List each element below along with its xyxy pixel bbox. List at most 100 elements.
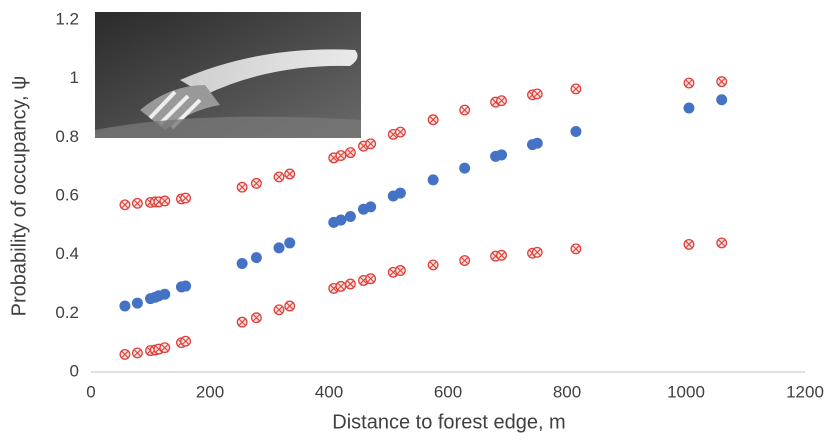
cross — [161, 344, 169, 352]
data-point — [236, 181, 248, 193]
data-point — [394, 187, 406, 199]
data-point — [335, 280, 347, 292]
camera-trap-photo — [95, 12, 361, 138]
dot — [284, 237, 296, 249]
data-point — [496, 249, 508, 261]
dot — [180, 280, 192, 292]
data-point — [394, 126, 406, 138]
cross — [121, 201, 129, 209]
data-point — [496, 95, 508, 107]
cross — [497, 251, 506, 259]
data-point — [284, 300, 296, 312]
cross — [252, 179, 260, 187]
data-point — [394, 265, 406, 276]
dot — [159, 288, 171, 300]
data-point — [459, 162, 471, 174]
dot — [427, 174, 439, 186]
y-tick-label: 0.8 — [55, 127, 79, 146]
cross — [286, 302, 294, 310]
cross — [346, 280, 355, 288]
data-point — [273, 242, 285, 254]
data-point — [180, 335, 192, 347]
x-tick-label: 400 — [315, 382, 343, 401]
data-point — [284, 237, 296, 249]
x-axis-title: Distance to forest edge, m — [332, 411, 565, 433]
data-point — [335, 150, 347, 161]
data-point — [683, 102, 695, 114]
y-tick-label: 0.6 — [55, 185, 79, 204]
data-point — [284, 168, 296, 180]
cross — [275, 306, 283, 314]
cross — [133, 199, 141, 207]
cross — [238, 318, 246, 326]
cross — [396, 128, 404, 136]
data-point — [365, 201, 377, 213]
data-point — [531, 246, 543, 258]
dot — [459, 162, 471, 174]
dot — [273, 242, 285, 254]
cross — [685, 240, 693, 248]
cross — [346, 148, 355, 157]
cross — [121, 350, 129, 358]
data-point — [236, 316, 248, 328]
cross — [367, 275, 375, 283]
cross — [286, 170, 294, 178]
data-point — [236, 257, 248, 269]
data-point — [119, 300, 131, 312]
data-point — [427, 114, 439, 126]
data-point — [159, 288, 171, 300]
x-tick-label: 0 — [86, 382, 95, 401]
data-point — [531, 88, 543, 100]
dot — [236, 257, 248, 269]
cross — [161, 197, 169, 205]
x-tick-label: 600 — [434, 382, 462, 401]
data-point — [131, 347, 143, 359]
dot — [131, 297, 143, 309]
dot — [250, 252, 262, 264]
data-point — [570, 243, 582, 255]
data-point — [496, 149, 508, 161]
data-point — [131, 197, 143, 209]
data-point — [250, 312, 262, 324]
data-point — [683, 238, 695, 250]
data-point — [427, 259, 439, 271]
data-point — [250, 177, 262, 189]
data-point — [683, 77, 695, 89]
cross — [497, 97, 506, 105]
dot — [716, 94, 728, 106]
cross — [685, 79, 693, 87]
data-point — [459, 104, 471, 116]
data-point — [273, 304, 285, 316]
cross — [461, 106, 469, 114]
cross — [429, 116, 437, 124]
x-tick-label: 200 — [196, 382, 224, 401]
dot — [570, 125, 582, 137]
cross — [367, 140, 375, 148]
data-point — [365, 138, 377, 150]
data-point — [180, 280, 192, 292]
data-point — [180, 192, 192, 204]
cross — [429, 261, 437, 269]
data-point — [119, 348, 131, 360]
y-tick-label: 0 — [70, 361, 79, 380]
dot — [394, 187, 406, 199]
dot — [531, 137, 543, 149]
cross — [182, 337, 190, 345]
y-axis-title: Probability of occupancy, ψ — [8, 76, 30, 317]
data-point — [119, 199, 131, 211]
y-tick-label: 0.4 — [55, 244, 79, 263]
x-tick-label: 1200 — [786, 382, 824, 401]
cross — [252, 314, 260, 322]
cross — [572, 245, 580, 253]
data-point — [459, 255, 471, 266]
cross — [337, 282, 345, 290]
dot — [335, 214, 347, 226]
data-point — [427, 174, 439, 186]
cross — [182, 194, 190, 202]
x-tick-label: 800 — [553, 382, 581, 401]
cross — [533, 90, 541, 98]
data-point — [273, 171, 285, 183]
cross — [718, 239, 726, 247]
